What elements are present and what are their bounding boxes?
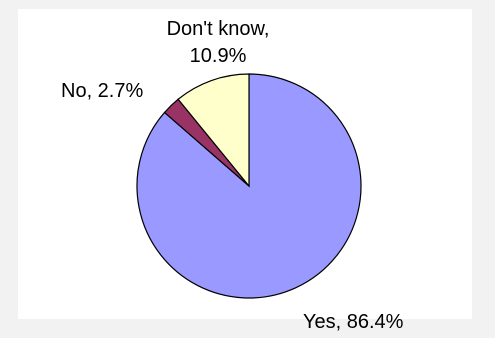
slice-label-dont-know-line2: 10.9% — [190, 45, 247, 67]
pie-slice-don-t-know — [177, 73, 250, 188]
pie-slices — [136, 73, 362, 299]
slice-label-no: No, 2.7% — [61, 80, 143, 102]
slice-label-yes: Yes, 86.4% — [303, 311, 404, 333]
slice-label-dont-know-line1: Don't know, — [167, 18, 270, 40]
